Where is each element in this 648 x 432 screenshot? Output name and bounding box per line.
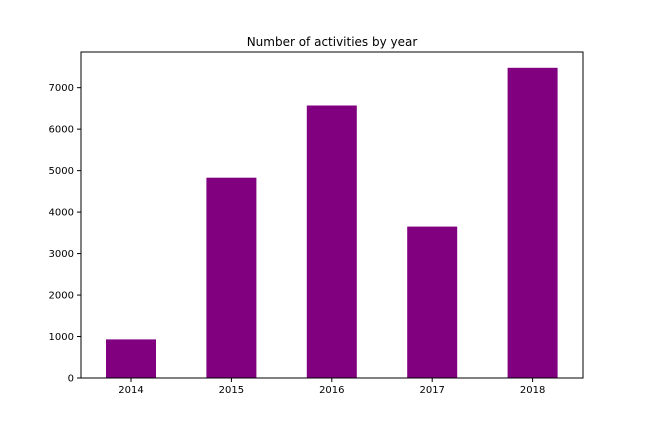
y-tick-label-3000: 3000 — [49, 249, 74, 260]
bar-2017 — [407, 226, 458, 378]
x-tick-label-2015: 2015 — [219, 385, 244, 396]
chart-title: Number of activities by year — [247, 35, 418, 49]
bars-group — [106, 67, 558, 379]
x-tick-label-2018: 2018 — [520, 385, 545, 396]
y-tick-label-0: 0 — [68, 374, 74, 385]
bar-2018 — [507, 67, 558, 379]
y-axis: 0 1000 2000 3000 4000 5000 6000 7000 — [49, 83, 81, 385]
y-tick-label-4000: 4000 — [49, 208, 74, 219]
plot-frame — [80, 51, 584, 379]
bar-2014 — [106, 339, 156, 378]
y-tick-label-7000: 7000 — [49, 83, 74, 94]
y-tick-label-6000: 6000 — [49, 125, 74, 136]
x-tick-label-2017: 2017 — [419, 385, 444, 396]
x-tick-label-2016: 2016 — [319, 385, 344, 396]
x-axis: 2014 2015 2016 2017 2018 — [118, 378, 545, 396]
y-tick-label-2000: 2000 — [49, 291, 74, 302]
y-tick-label-1000: 1000 — [49, 332, 74, 343]
x-tick-label-2014: 2014 — [118, 385, 143, 396]
y-tick-label-5000: 5000 — [49, 166, 74, 177]
bar-2015 — [206, 177, 257, 378]
bar-2016 — [306, 105, 357, 378]
